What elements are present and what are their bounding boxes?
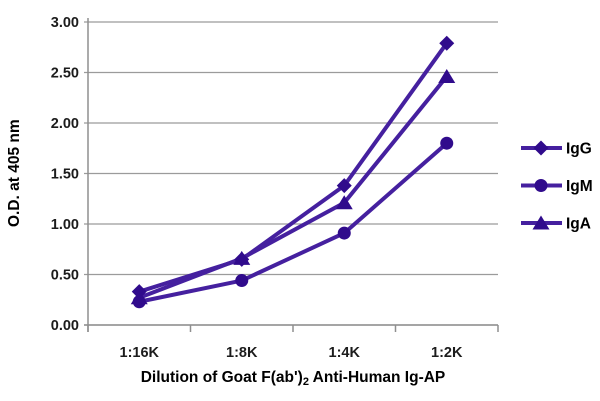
y-tick-label: 0.50 xyxy=(51,268,79,284)
x-tick-label: 1:16K xyxy=(120,345,160,361)
legend-label: IgG xyxy=(566,141,592,158)
y-tick-label: 0.00 xyxy=(51,318,79,334)
data-point-IgA-1:2K xyxy=(438,69,456,84)
series-line-IgA xyxy=(138,75,449,300)
legend-item-IgG: IgG xyxy=(521,140,592,158)
x-axis-title-suffix: Anti-Human Ig-AP xyxy=(308,369,446,386)
data-point-IgM-1:2K xyxy=(440,136,454,150)
legend-item-IgM: IgM xyxy=(521,178,593,195)
x-axis-title-prefix: Dilution of Goat F(ab') xyxy=(140,369,303,386)
data-point-IgM-1:4K xyxy=(337,226,351,240)
data-point-IgG-1:4K xyxy=(336,178,352,194)
y-tick-label: 2.50 xyxy=(51,66,79,82)
y-tick-label: 1.50 xyxy=(51,167,79,183)
x-tick-label: 1:4K xyxy=(329,345,361,361)
y-tick-label: 1.00 xyxy=(51,217,79,233)
x-tick-label: 1:8K xyxy=(226,345,258,361)
data-point-IgM-1:8K xyxy=(235,274,249,288)
series-line-IgM xyxy=(138,141,449,304)
legend-marker-IgM xyxy=(534,179,548,192)
data-point-IgA-1:16K xyxy=(130,290,148,305)
data-point-IgA-1:8K xyxy=(233,250,251,265)
x-axis-title: Dilution of Goat F(ab')2 Anti-Human Ig-A… xyxy=(88,369,498,388)
series-line-IgG xyxy=(138,42,449,294)
x-axis-title-subscript: 2 xyxy=(302,376,309,388)
data-point-IgG-1:2K xyxy=(439,35,455,51)
legend-item-IgA: IgA xyxy=(521,215,591,233)
y-tick-label: 3.00 xyxy=(51,15,79,31)
x-tick-label: 1:2K xyxy=(431,345,463,361)
y-tick-label: 2.00 xyxy=(51,116,79,132)
legend-marker-IgA xyxy=(532,215,550,230)
legend-label: IgA xyxy=(566,216,591,233)
legend-label: IgM xyxy=(566,178,593,195)
data-point-IgA-1:4K xyxy=(335,195,353,210)
legend-marker-IgG xyxy=(533,140,549,156)
y-axis-title: O.D. at 405 nm xyxy=(6,119,23,228)
